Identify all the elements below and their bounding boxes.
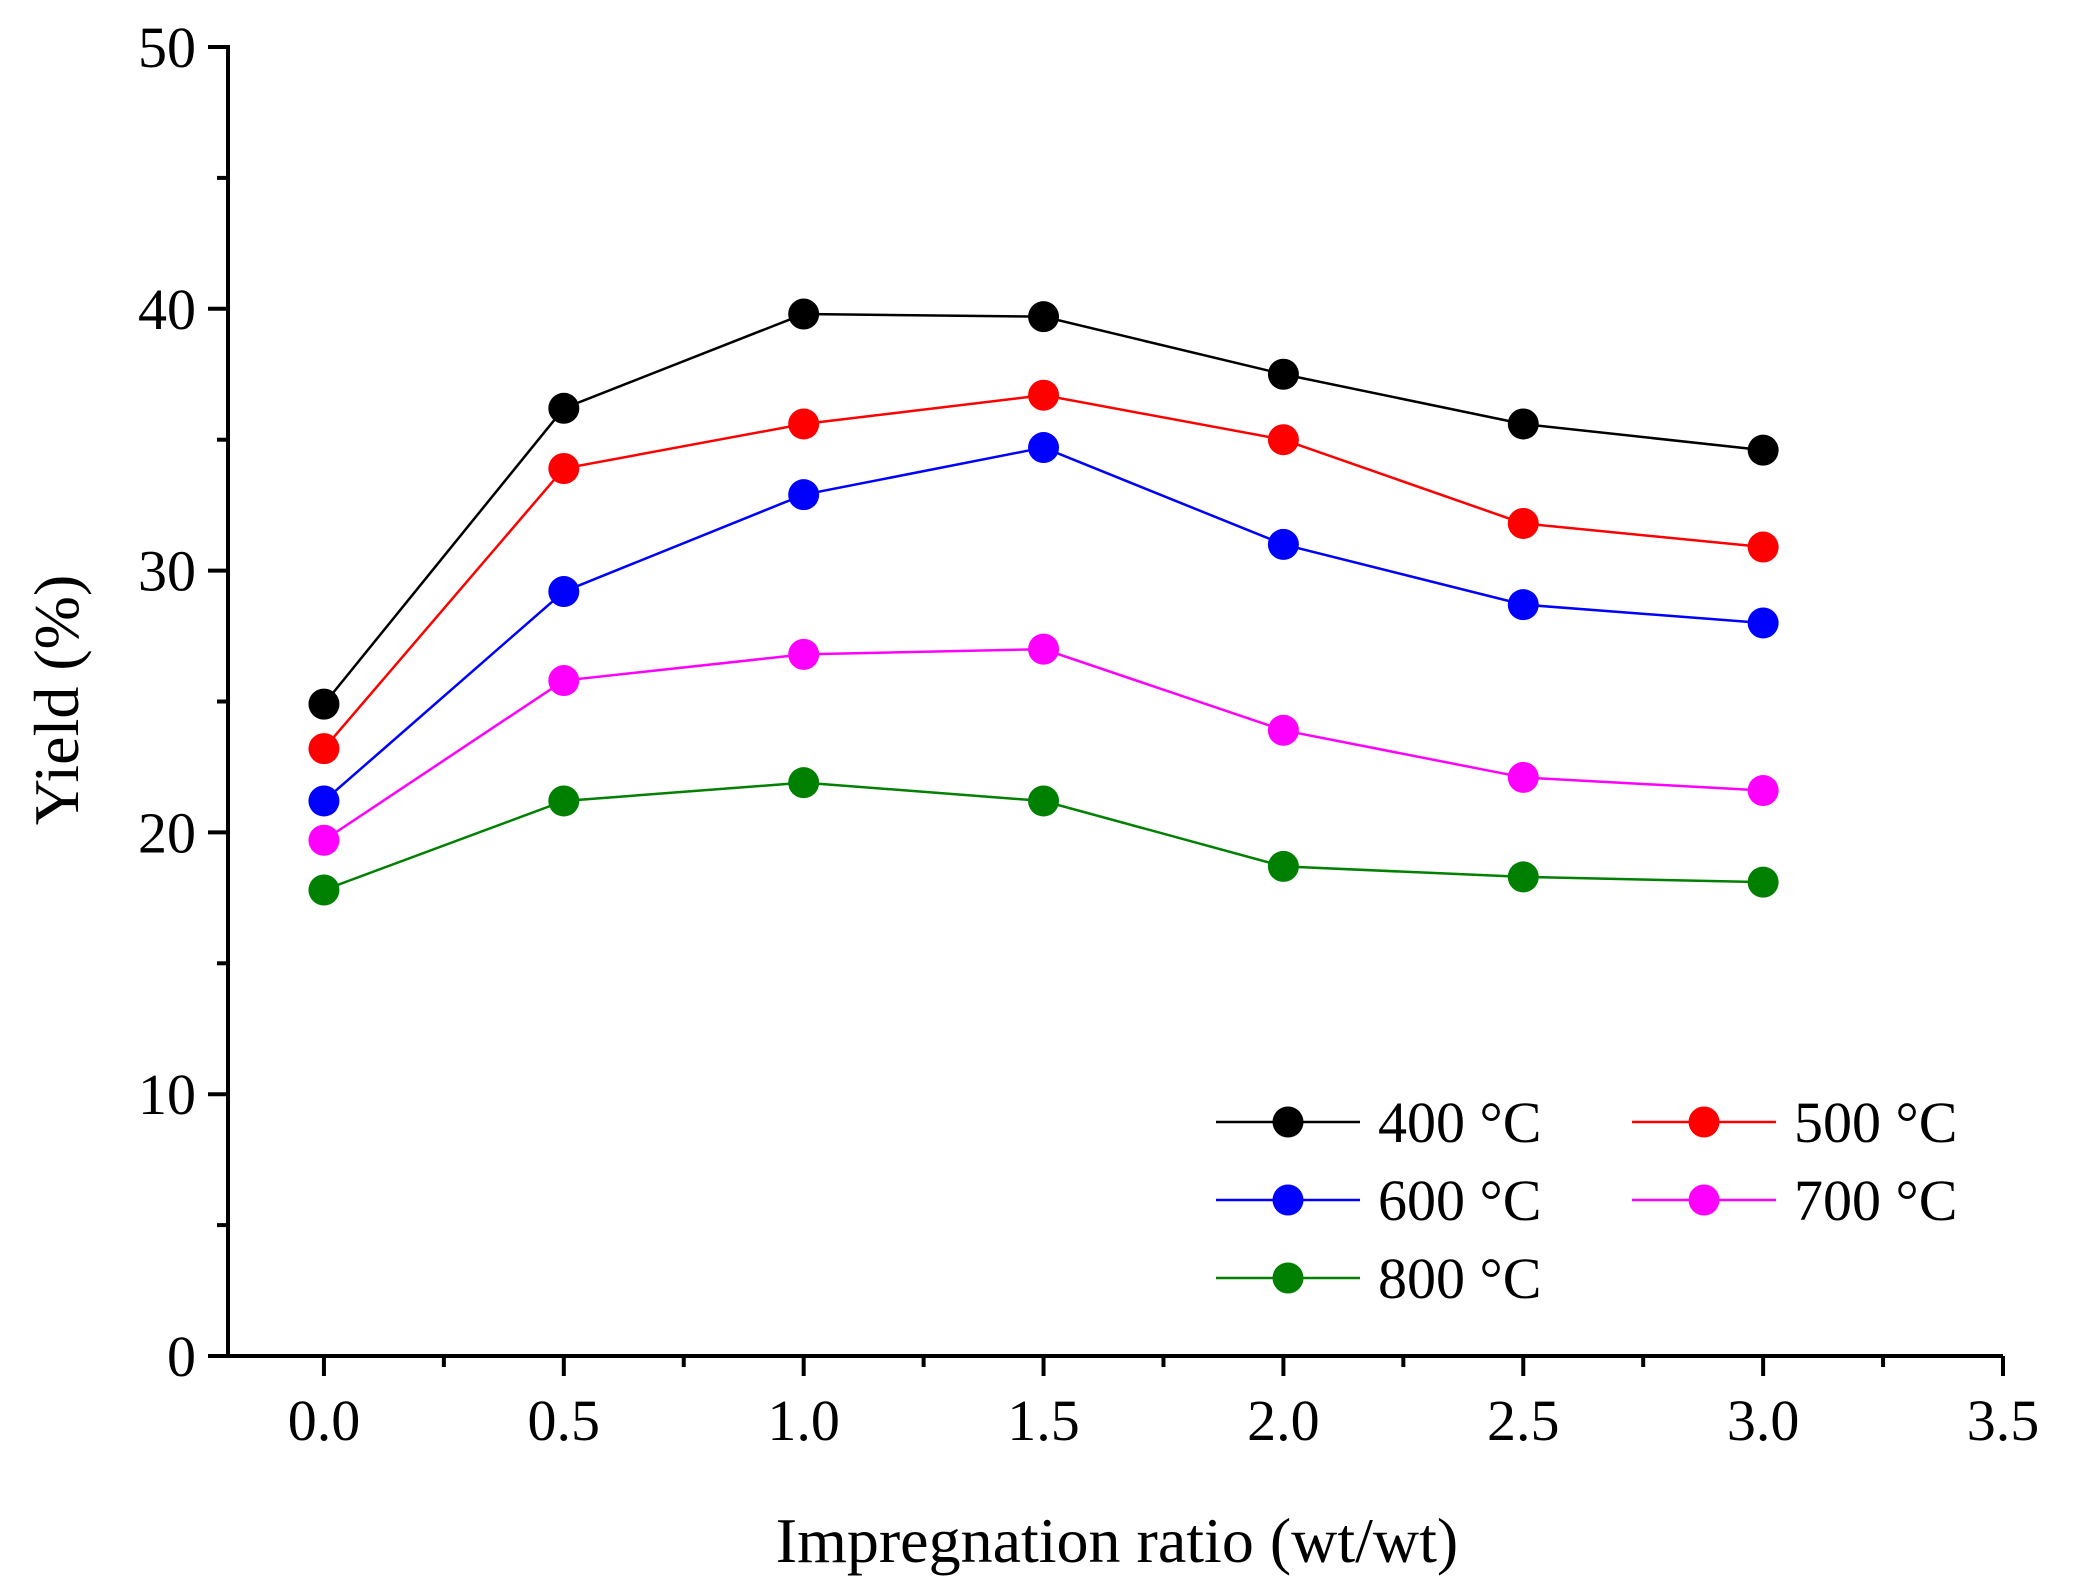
series-layer [308, 298, 1779, 906]
data-point [1267, 714, 1299, 746]
legend-label: 800 °C [1378, 1246, 1541, 1311]
data-point [548, 576, 580, 608]
series-4 [308, 633, 1779, 856]
data-point [1028, 301, 1060, 333]
x-tick-label: 2.0 [1247, 1388, 1320, 1453]
legend-item: 800 °C [1216, 1246, 1541, 1311]
data-point [308, 874, 340, 906]
y-tick-label: 20 [138, 800, 196, 865]
legend-label: 500 °C [1794, 1090, 1957, 1155]
legend-swatch-marker [1272, 1262, 1304, 1294]
data-point [788, 479, 820, 511]
y-tick-label: 40 [138, 277, 196, 342]
x-tick-label: 0.5 [528, 1388, 601, 1453]
y-tick-label: 0 [167, 1324, 196, 1389]
data-point [1267, 424, 1299, 456]
series-2 [308, 379, 1779, 765]
data-point [1507, 408, 1539, 440]
legend-label: 600 °C [1378, 1168, 1541, 1233]
data-point [308, 688, 340, 720]
legend-label: 400 °C [1378, 1090, 1541, 1155]
data-point [1028, 432, 1060, 464]
data-point [1267, 358, 1299, 390]
legend: 400 °C 500 °C 600 °C 700 °C 800 °C [1216, 1090, 1957, 1311]
series-1 [308, 298, 1779, 720]
x-tick-label: 3.5 [1967, 1388, 2040, 1453]
data-point [548, 452, 580, 484]
y-tick-label: 10 [138, 1062, 196, 1127]
legend-item: 500 °C [1632, 1090, 1957, 1155]
data-point [1747, 434, 1779, 466]
data-point [308, 785, 340, 817]
legend-item: 700 °C [1632, 1168, 1957, 1233]
legend-item: 600 °C [1216, 1168, 1541, 1233]
x-axis-title: Impregnation ratio (wt/wt) [776, 1505, 1458, 1576]
y-axis-title: Yield (%) [21, 575, 92, 826]
y-tick-label: 50 [138, 15, 196, 80]
data-point [548, 392, 580, 424]
data-point [1507, 589, 1539, 621]
legend-label: 700 °C [1794, 1168, 1957, 1233]
data-point [548, 785, 580, 817]
data-point [1507, 761, 1539, 793]
data-point [1267, 528, 1299, 560]
data-point [1747, 607, 1779, 639]
legend-swatch-marker [1272, 1106, 1304, 1138]
data-point [788, 298, 820, 330]
data-point [788, 767, 820, 799]
legend-swatch-marker [1272, 1184, 1304, 1216]
data-point [308, 824, 340, 856]
data-point [1747, 866, 1779, 898]
x-tick-label: 1.0 [767, 1388, 840, 1453]
y-axis-ticks: 0 10 20 30 40 50 [138, 15, 228, 1389]
data-point [1747, 775, 1779, 807]
x-tick-label: 3.0 [1727, 1388, 1800, 1453]
x-tick-label: 1.5 [1007, 1388, 1080, 1453]
series-5 [308, 767, 1779, 906]
data-point [1028, 785, 1060, 817]
legend-item: 400 °C [1216, 1090, 1541, 1155]
x-tick-label: 2.5 [1487, 1388, 1560, 1453]
data-point [788, 638, 820, 670]
data-point [1028, 379, 1060, 411]
legend-swatch-marker [1688, 1184, 1720, 1216]
data-point [1267, 850, 1299, 882]
x-tick-label: 0.0 [288, 1388, 361, 1453]
data-point [1028, 633, 1060, 665]
plot-frame [226, 45, 2003, 1358]
data-point [1747, 531, 1779, 563]
data-point [788, 408, 820, 440]
legend-swatch-marker [1688, 1106, 1720, 1138]
data-point [1507, 507, 1539, 539]
data-point [308, 733, 340, 765]
series-3 [308, 432, 1779, 817]
x-axis-ticks: 0.0 0.5 1.0 1.5 2.0 2.5 3.0 3.5 [288, 1356, 2040, 1453]
data-point [1507, 861, 1539, 893]
series-line [323, 446, 1764, 802]
data-point [548, 665, 580, 697]
y-tick-label: 30 [138, 539, 196, 604]
